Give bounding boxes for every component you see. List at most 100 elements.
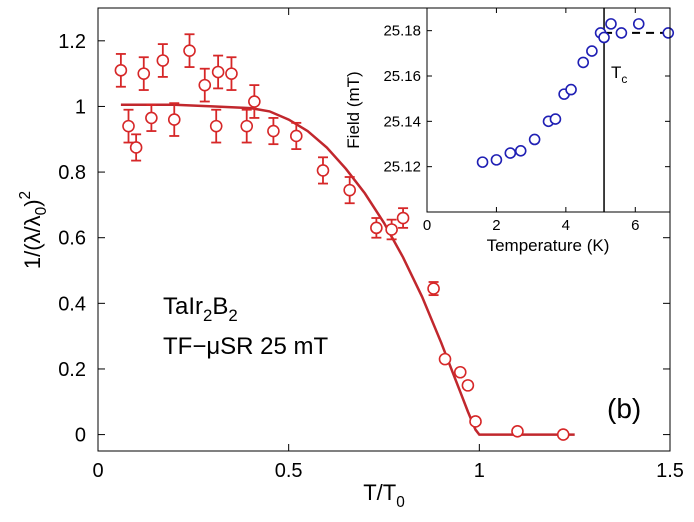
data-point [267, 117, 280, 146]
data-point [198, 67, 212, 103]
data-marker [267, 124, 280, 138]
data-marker [427, 282, 440, 295]
x-tick-label: 0 [92, 460, 103, 482]
data-marker [289, 129, 303, 143]
inset-y-axis-label: Field (mT) [344, 71, 363, 148]
y-tick-label: 0 [75, 425, 86, 447]
inset-data-marker [586, 45, 598, 57]
data-point [469, 415, 482, 428]
data-marker [240, 119, 254, 133]
data-point [438, 352, 452, 366]
data-marker [396, 211, 410, 225]
inset-data-marker [605, 18, 617, 30]
data-marker [225, 67, 238, 80]
inset-data-marker [577, 56, 590, 69]
main-ticks: 0 0.5 1 1.5 0 0.2 0.4 0.6 0.8 1 1.2 [58, 8, 684, 482]
data-marker [461, 379, 475, 392]
data-marker [114, 64, 128, 77]
data-point [240, 108, 254, 144]
data-point [453, 365, 467, 379]
data-point [129, 133, 143, 162]
y-tick-label: 0.2 [58, 359, 86, 381]
data-marker [156, 54, 170, 67]
x-tick-label: 1.5 [656, 460, 684, 482]
data-marker [209, 119, 223, 133]
data-marker [248, 95, 261, 108]
data-marker [198, 78, 212, 92]
data-point [137, 56, 151, 91]
data-marker [343, 183, 356, 197]
panel-label: (b) [607, 393, 641, 424]
data-point [122, 108, 135, 144]
inset-ticks: 0 2 4 6 25.12 25.14 25.16 25.18 [383, 8, 670, 234]
data-point [145, 103, 158, 132]
data-point [370, 217, 383, 239]
y-tick-label: 0.6 [58, 228, 86, 250]
data-marker [316, 164, 330, 177]
inset-y-tick-label: 25.12 [383, 159, 421, 176]
inset-y-tick-label: 25.18 [383, 23, 421, 40]
data-point [156, 43, 170, 78]
data-point [316, 156, 330, 185]
main-plot-frame [97, 7, 671, 452]
data-point [183, 33, 196, 68]
inset-background [427, 8, 670, 212]
inset-data-marker [528, 133, 541, 146]
inset-data-marker [632, 18, 645, 30]
sample-annotation: TaIr2B2 [163, 293, 238, 325]
data-marker [167, 113, 181, 126]
x-tick-label: 0.5 [275, 460, 303, 482]
tc-label: Tc [611, 63, 627, 86]
data-point [343, 176, 356, 205]
inset-x-tick-label: 4 [562, 217, 570, 234]
data-point [225, 56, 238, 91]
inset-data-marker [662, 27, 675, 39]
data-marker [453, 365, 467, 379]
y-axis-label: 1/(λ/λ0)2 [17, 191, 50, 269]
inset-data-marker [598, 31, 610, 44]
data-point [211, 54, 225, 90]
main-data-layer [114, 33, 570, 441]
y-tick-label: 1 [75, 96, 86, 118]
inset-data-marker [615, 27, 628, 39]
inset-x-tick-label: 6 [631, 217, 639, 234]
data-point [167, 102, 181, 137]
inset-data-marker [490, 154, 503, 166]
y-tick-label: 0.8 [58, 162, 86, 184]
inset-y-tick-label: 25.16 [383, 68, 421, 85]
x-axis-label: T/T0 [363, 480, 405, 511]
x-tick-label: 1 [474, 460, 485, 482]
data-marker [511, 425, 524, 438]
y-tick-label: 0.4 [58, 293, 86, 315]
data-point [511, 425, 524, 438]
data-point [385, 218, 398, 241]
data-marker [469, 415, 482, 428]
data-point [248, 84, 261, 119]
data-point [396, 207, 410, 229]
data-point [289, 121, 303, 151]
data-point [114, 53, 128, 88]
inset-data-marker [476, 156, 489, 168]
data-marker [145, 111, 158, 125]
inset-data-marker [514, 145, 527, 157]
data-point [556, 428, 570, 441]
data-marker [183, 44, 196, 57]
data-marker [556, 428, 570, 441]
data-point [209, 108, 223, 144]
inset-data-marker [549, 113, 562, 125]
data-point [461, 379, 475, 392]
data-point [427, 281, 440, 297]
y-tick-label: 1.2 [58, 31, 86, 53]
inset-x-tick-label: 2 [492, 217, 500, 234]
inset-data-layer [476, 18, 675, 168]
method-annotation: TF−μSR 25 mT [163, 333, 329, 360]
inset-data-marker [565, 83, 577, 96]
data-marker [385, 223, 398, 236]
inset-plot-frame [426, 7, 671, 213]
inset-data-marker [504, 147, 517, 159]
inset-y-tick-label: 25.14 [383, 113, 421, 130]
data-marker [438, 352, 452, 366]
data-marker [122, 119, 135, 133]
data-marker [370, 221, 383, 235]
